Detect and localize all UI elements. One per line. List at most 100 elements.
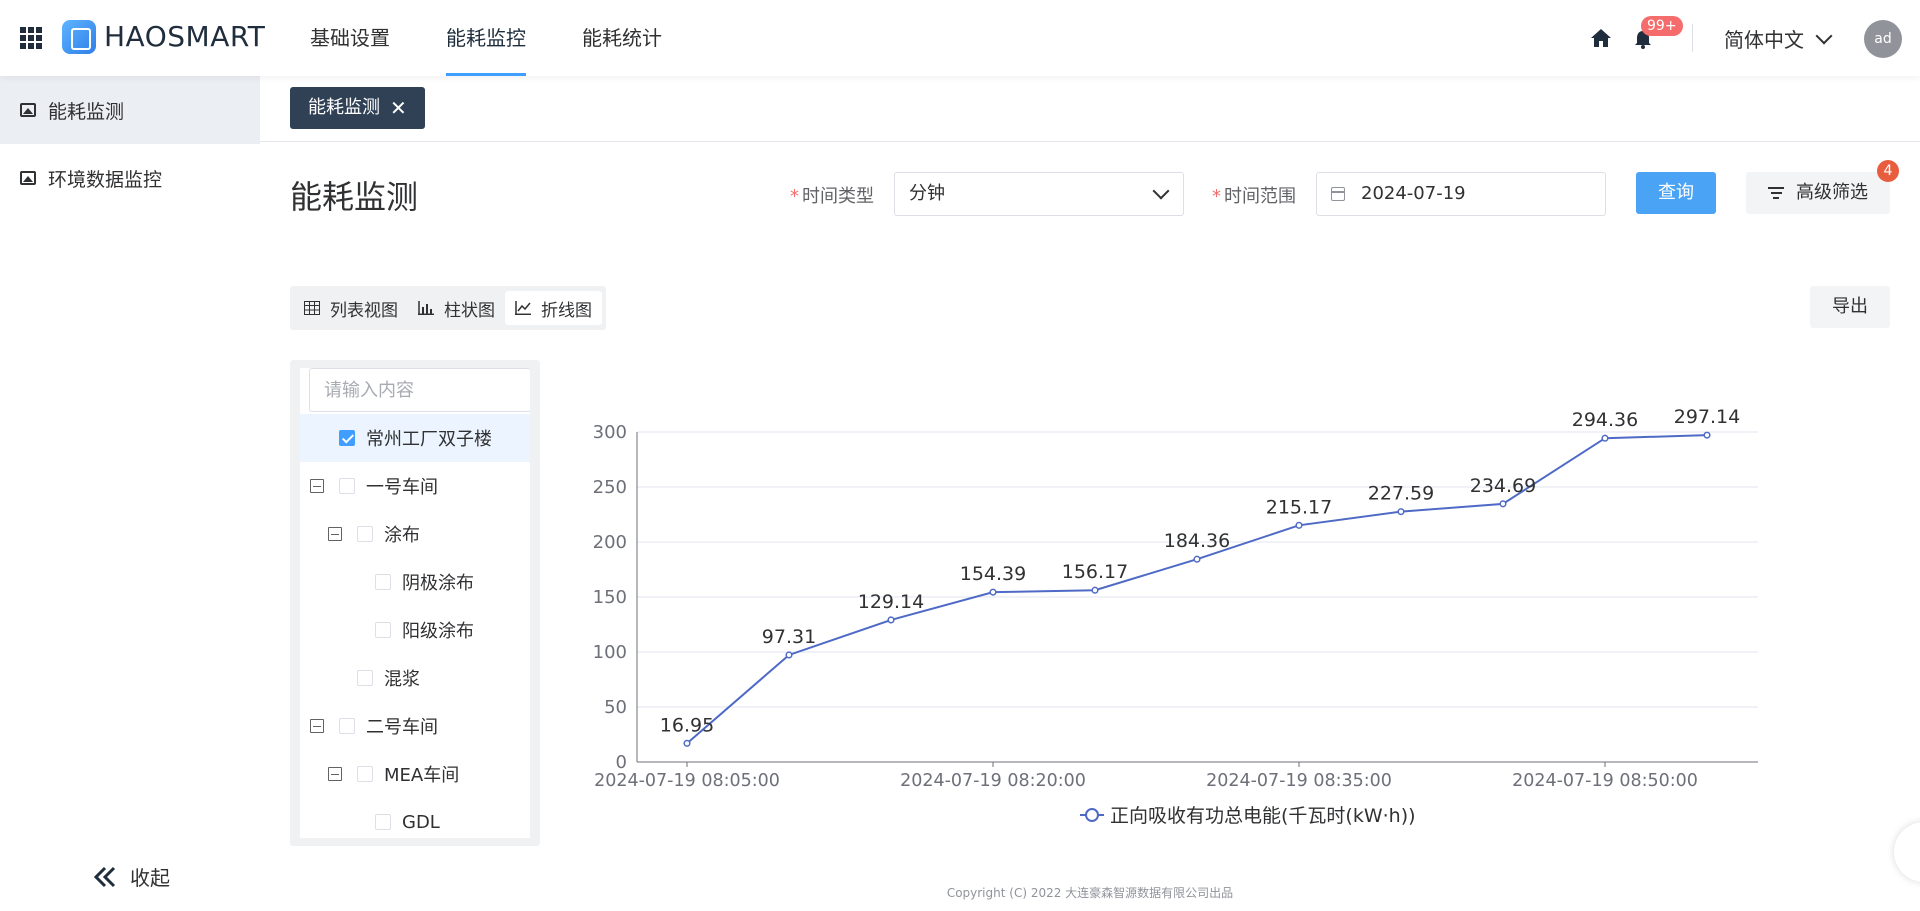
- chevron-down-icon: [1152, 182, 1170, 200]
- y-tick-label: 300: [593, 422, 627, 443]
- avatar[interactable]: ad: [1864, 20, 1902, 58]
- tree-node[interactable]: 涂布: [300, 510, 530, 558]
- time-type-label-text: 时间类型: [802, 186, 874, 207]
- header-divider: [1692, 24, 1693, 52]
- filter-icon: [1768, 187, 1784, 199]
- data-point: [785, 651, 793, 659]
- x-tick-label: 2024-07-19 08:35:00: [1206, 771, 1392, 791]
- time-range-value: 2024-07-19: [1361, 183, 1466, 204]
- tree-node-label: 混浆: [384, 669, 420, 690]
- checkbox[interactable]: [357, 766, 373, 782]
- language-select[interactable]: 简体中文: [1724, 24, 1833, 53]
- apps-grid-icon[interactable]: [20, 27, 42, 49]
- tree-search-input[interactable]: [309, 368, 530, 412]
- data-point: [1397, 508, 1405, 516]
- tree-node-label: 阳级涂布: [402, 621, 474, 642]
- tree-node[interactable]: 二号车间: [300, 702, 530, 750]
- time-type-value: 分钟: [909, 183, 945, 204]
- collapse-node-icon[interactable]: [310, 479, 324, 493]
- sidebar-item-label: 环境数据监控: [48, 168, 163, 191]
- x-tick-label: 2024-07-19 08:50:00: [1512, 771, 1698, 791]
- collapse-node-icon[interactable]: [328, 527, 342, 541]
- tree-panel: 常州工厂双子楼 一号车间 涂布 阴极涂布 阳级涂布 混: [290, 360, 540, 846]
- time-type-select[interactable]: 分钟: [894, 172, 1184, 216]
- tab-strip: 能耗监测 ✕: [260, 76, 1920, 142]
- data-point: [1601, 434, 1609, 442]
- tree-scroll-area[interactable]: 常州工厂双子楼 一号车间 涂布 阴极涂布 阳级涂布 混: [300, 368, 530, 838]
- collapse-node-icon[interactable]: [310, 719, 324, 733]
- tab-energy-monitoring[interactable]: 能耗监测 ✕: [290, 87, 425, 129]
- tree-node[interactable]: 一号车间: [300, 462, 530, 510]
- legend-label: 正向吸收有功总电能(千瓦时(kW·h)): [1110, 805, 1416, 827]
- home-icon[interactable]: [1590, 28, 1612, 48]
- tree-node-label: MEA车间: [384, 765, 460, 786]
- checkbox[interactable]: [357, 526, 373, 542]
- query-button[interactable]: 查询: [1636, 172, 1716, 214]
- page-title: 能耗监测: [290, 178, 419, 216]
- checkbox[interactable]: [339, 718, 355, 734]
- advanced-filter-label: 高级筛选: [1796, 182, 1868, 203]
- nav-energy-monitoring[interactable]: 能耗监控: [446, 0, 526, 76]
- filter-count-badge: 4: [1877, 160, 1899, 182]
- bar-chart-button[interactable]: 柱状图: [408, 291, 505, 325]
- bar-chart-label: 柱状图: [444, 300, 495, 321]
- sidebar-item-label: 能耗监测: [48, 100, 125, 123]
- checkbox[interactable]: [375, 622, 391, 638]
- tree-node-label: 阴极涂布: [402, 573, 474, 594]
- time-range-label-text: 时间范围: [1224, 186, 1296, 207]
- data-point: [1499, 500, 1507, 508]
- sidebar-item-environment-monitoring[interactable]: 环境数据监控: [0, 144, 260, 212]
- tree-node[interactable]: MEA车间: [300, 750, 530, 798]
- checkbox-checked[interactable]: [339, 430, 355, 446]
- tree-node-label: 常州工厂双子楼: [366, 429, 492, 450]
- checkbox[interactable]: [357, 670, 373, 686]
- data-label: 215.17: [1266, 496, 1332, 518]
- required-mark: *: [1212, 186, 1221, 207]
- advanced-filter-button[interactable]: 高级筛选: [1746, 172, 1890, 214]
- notification-badge: 99+: [1641, 16, 1683, 36]
- x-tick-label: 2024-07-19 08:05:00: [594, 771, 780, 791]
- top-bar: HAOSMART 基础设置 能耗监控 能耗统计 99+ 简体中文 ad: [0, 0, 1920, 76]
- tree-node-label: 二号车间: [366, 717, 438, 738]
- checkbox[interactable]: [375, 814, 391, 830]
- nav-energy-statistics[interactable]: 能耗统计: [582, 26, 662, 50]
- logo-icon: [62, 20, 96, 54]
- time-type-label: * 时间类型: [790, 182, 874, 208]
- line-chart-label: 折线图: [541, 300, 592, 321]
- tree-node[interactable]: GDL: [300, 798, 530, 838]
- collapse-node-icon[interactable]: [328, 767, 342, 781]
- y-tick-label: 250: [593, 477, 627, 498]
- close-icon[interactable]: ✕: [390, 96, 407, 120]
- image-icon: [20, 103, 36, 117]
- data-point: [1703, 431, 1711, 439]
- tree-node[interactable]: 阴极涂布: [300, 558, 530, 606]
- top-nav: 基础设置 能耗监控 能耗统计: [310, 0, 718, 76]
- y-tick-label: 150: [593, 587, 627, 608]
- sidebar-item-energy-monitoring[interactable]: 能耗监测: [0, 76, 260, 144]
- line-chart-icon: [515, 301, 531, 315]
- data-label: 234.69: [1470, 475, 1536, 497]
- copyright-text: Copyright (C) 2022 大连豪森智源数据有限公司出品: [946, 886, 1234, 900]
- list-view-label: 列表视图: [330, 300, 398, 321]
- line-chart: 0 50 100 150 200 250 300 2024-07-19 08:05:00 202…: [593, 406, 1758, 827]
- checkbox[interactable]: [339, 478, 355, 494]
- nav-basic-settings[interactable]: 基础设置: [310, 26, 390, 50]
- series-line: [686, 434, 1708, 745]
- data-label: 294.36: [1572, 409, 1638, 431]
- tree-node[interactable]: 混浆: [300, 654, 530, 702]
- line-chart-button[interactable]: 折线图: [505, 291, 602, 325]
- double-chevron-left-icon: [93, 866, 116, 887]
- export-button[interactable]: 导出: [1810, 286, 1890, 328]
- data-label: 97.31: [762, 626, 816, 648]
- list-view-button[interactable]: 列表视图: [294, 291, 408, 325]
- tree-node[interactable]: 常州工厂双子楼: [300, 414, 530, 462]
- tree-node-label: GDL: [402, 811, 440, 833]
- tree-node[interactable]: 阳级涂布: [300, 606, 530, 654]
- checkbox[interactable]: [375, 574, 391, 590]
- data-point: [887, 616, 895, 624]
- data-label: 184.36: [1164, 530, 1230, 552]
- tab-label: 能耗监测: [308, 97, 380, 118]
- collapse-button[interactable]: 收起: [92, 862, 170, 891]
- main-panel: 能耗监测 * 时间类型 分钟 * 时间范围 2024-07-19 查询 高级筛选 4…: [260, 142, 1920, 911]
- time-range-picker[interactable]: 2024-07-19: [1316, 172, 1606, 216]
